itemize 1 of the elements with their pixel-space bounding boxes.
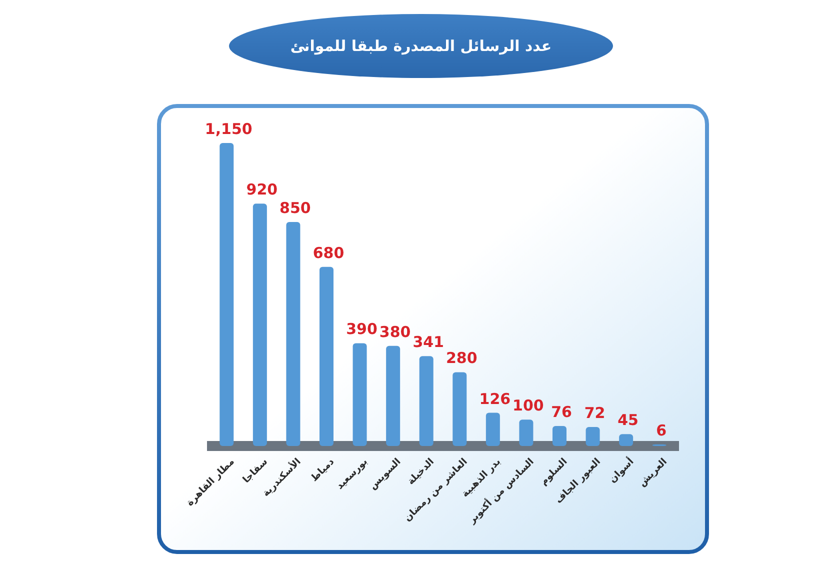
title: عدد الرسائل المصدرة طبقا للموانئ (290, 37, 552, 55)
